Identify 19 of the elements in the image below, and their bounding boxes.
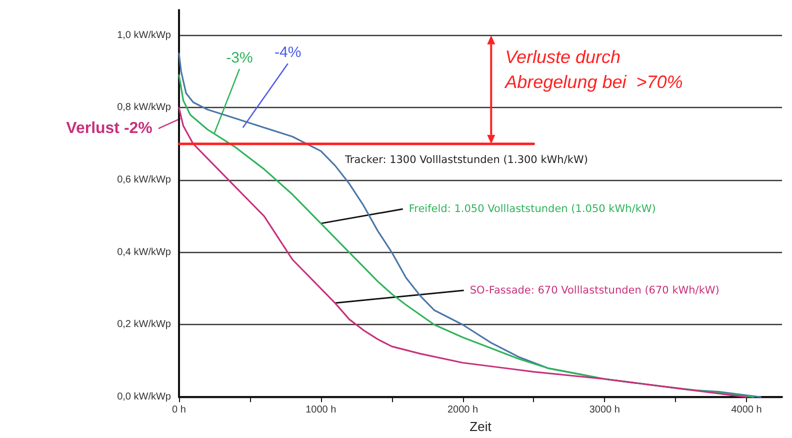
x-tick-label: 3000 h	[589, 404, 620, 416]
annotation: Verlust -2%	[66, 120, 152, 138]
y-tick-label: 0,6 kW/kWp	[117, 174, 172, 186]
y-tick-label: 0,8 kW/kWp	[117, 102, 172, 114]
x-tick-label: 1000 h	[306, 404, 336, 416]
y-tick-label: 0,0 kW/kWp	[117, 392, 172, 403]
y-tick-label: 0,2 kW/kWp	[117, 319, 172, 330]
annotation: -3%	[226, 50, 253, 67]
annotation: -4%	[274, 44, 302, 62]
text: SO-Fassade: 670 Volllaststunden (670 kWh/kW)	[470, 284, 720, 296]
x-axis-title: Zeit	[470, 419, 492, 434]
y-tick-label: 0,4 kW/kWp	[117, 246, 172, 258]
x-tick-label: 4000 h	[731, 404, 762, 416]
x-tick-label: 2000 h	[447, 404, 478, 416]
text: Freifeld: 1.050 Volllaststunden (1.050 kWh/kW)	[408, 202, 656, 215]
annotation: Verluste durch Abregelung bei >70%	[504, 46, 683, 92]
series-label: Tracker: 1300 Volllaststunden (1.300 kWh/kW)	[344, 154, 588, 166]
x-tick-label: 0 h	[172, 404, 186, 416]
y-tick-label: 1,0 kW/kWp	[117, 30, 172, 41]
